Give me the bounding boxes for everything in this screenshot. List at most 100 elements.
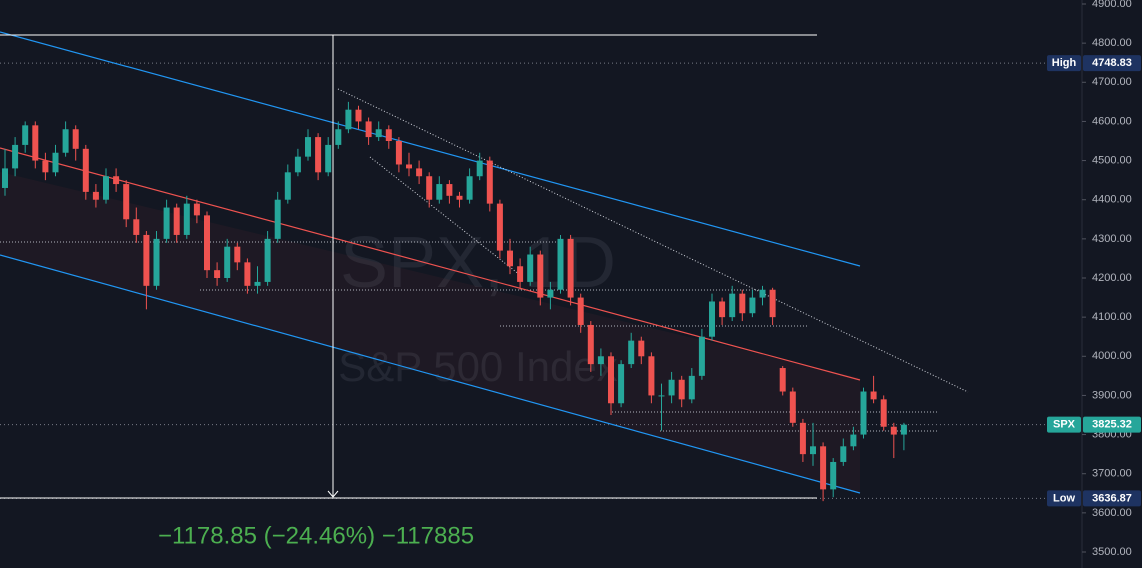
candle-body bbox=[698, 336, 705, 376]
candle-body bbox=[12, 144, 19, 169]
candle-body bbox=[214, 270, 221, 278]
candle-body bbox=[123, 184, 130, 220]
candle-body bbox=[335, 129, 342, 145]
candle-body bbox=[658, 395, 665, 397]
candle-body bbox=[52, 152, 59, 173]
channel-lower bbox=[0, 254, 861, 494]
y-tick-label: 3700.00 bbox=[1092, 468, 1132, 480]
candle-body bbox=[870, 391, 877, 400]
candle-body bbox=[113, 176, 120, 185]
candle-body bbox=[325, 144, 332, 173]
candle-body bbox=[567, 238, 574, 298]
candle-body bbox=[779, 368, 786, 392]
candle-body bbox=[496, 203, 503, 251]
candle-body bbox=[547, 289, 554, 298]
y-tick-label: 4600.00 bbox=[1092, 115, 1132, 127]
y-tick-label: 3600.00 bbox=[1092, 507, 1132, 519]
candle-body bbox=[204, 215, 210, 271]
candle-body bbox=[426, 176, 433, 200]
candle-body bbox=[446, 184, 453, 196]
candle-body bbox=[254, 281, 261, 286]
measure-arrow bbox=[327, 490, 339, 498]
candle-body bbox=[900, 424, 907, 435]
candle-body bbox=[103, 176, 109, 200]
candle-body bbox=[729, 293, 736, 318]
candle-body bbox=[163, 207, 170, 239]
candle-body bbox=[890, 426, 897, 435]
candle-body bbox=[618, 364, 625, 404]
channel-middle bbox=[0, 147, 861, 381]
y-tick-label: 4500.00 bbox=[1092, 154, 1132, 166]
y-tick-label: 4100.00 bbox=[1092, 311, 1132, 323]
candle-body bbox=[32, 125, 39, 161]
price-tag-box bbox=[1083, 490, 1141, 507]
candle-body bbox=[234, 246, 241, 263]
candle-body bbox=[264, 238, 271, 282]
candle-body bbox=[739, 293, 746, 314]
candle-body bbox=[92, 191, 99, 200]
candle-body bbox=[173, 207, 180, 235]
candle-body bbox=[466, 176, 473, 200]
candle-body bbox=[557, 238, 564, 290]
candle-body bbox=[688, 375, 695, 400]
price-tag-box bbox=[1083, 55, 1141, 72]
y-tick-label: 4300.00 bbox=[1092, 233, 1132, 245]
channel-fill bbox=[0, 172, 860, 493]
candle-body bbox=[395, 141, 402, 165]
channel-upper bbox=[0, 31, 861, 267]
candle-body bbox=[486, 160, 493, 204]
watermark-description: S&P 500 Index bbox=[338, 343, 617, 390]
candle-body bbox=[587, 324, 594, 365]
candle-body bbox=[72, 129, 79, 149]
candle-body bbox=[678, 379, 685, 400]
candle-body bbox=[537, 254, 544, 298]
price-tag-value: 4748.83 bbox=[1092, 57, 1132, 69]
candle-body bbox=[274, 199, 281, 239]
candle-body bbox=[476, 160, 483, 177]
candle-body bbox=[628, 340, 635, 365]
candle-body bbox=[456, 195, 463, 200]
candle-body bbox=[820, 446, 827, 490]
candle-body bbox=[749, 297, 756, 314]
candle-body bbox=[799, 422, 806, 455]
candle-body bbox=[830, 461, 837, 490]
candle-body bbox=[789, 391, 796, 423]
price-tag-name: High bbox=[1052, 57, 1077, 69]
candle-body bbox=[183, 203, 190, 235]
axis-ticks: 3500.003600.003700.003800.003900.004000.… bbox=[1047, 0, 1141, 558]
y-tick-label: 4200.00 bbox=[1092, 272, 1132, 284]
candle-body bbox=[406, 164, 412, 169]
candle-body bbox=[365, 121, 372, 138]
candle-body bbox=[880, 399, 887, 427]
candle-body bbox=[850, 434, 857, 447]
candle-body bbox=[315, 137, 322, 173]
candle-body bbox=[375, 129, 382, 138]
candle-body bbox=[355, 109, 362, 122]
candle-body bbox=[517, 266, 524, 282]
candle-body bbox=[860, 391, 867, 435]
candle-body bbox=[22, 125, 29, 145]
trend-line bbox=[337, 88, 969, 393]
candle-body bbox=[810, 446, 816, 455]
candle-body bbox=[224, 246, 231, 278]
price-axis bbox=[1082, 0, 1142, 568]
candle-body bbox=[608, 356, 614, 404]
measure-label: −1178.85 (−24.46%) −117885 bbox=[158, 522, 474, 549]
candle-body bbox=[42, 160, 49, 173]
price-tag-value: 3636.87 bbox=[1092, 492, 1132, 504]
price-tag-name-box bbox=[1047, 416, 1081, 433]
candle-body bbox=[385, 129, 392, 141]
candle-body bbox=[759, 289, 766, 298]
candle-body bbox=[507, 250, 513, 267]
price-tag-name-box bbox=[1047, 490, 1081, 507]
candle-body bbox=[2, 168, 8, 188]
candle-body bbox=[244, 262, 251, 286]
candle-body bbox=[648, 356, 655, 396]
candle-body bbox=[193, 203, 200, 216]
candle-body bbox=[668, 379, 675, 396]
price-tag-name: SPX bbox=[1053, 419, 1076, 431]
y-tick-label: 4800.00 bbox=[1092, 37, 1132, 49]
candle-body bbox=[527, 254, 534, 282]
price-tag-name-box bbox=[1047, 55, 1081, 72]
